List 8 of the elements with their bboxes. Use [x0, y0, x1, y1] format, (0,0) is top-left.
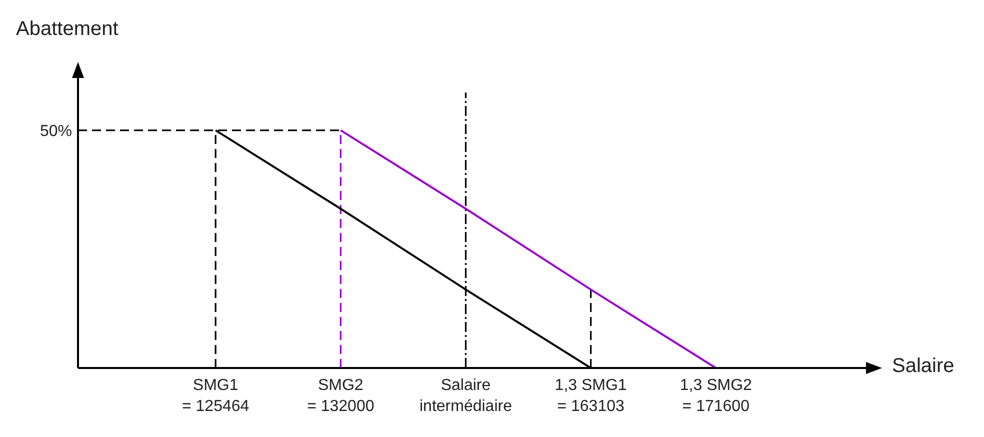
- x-tick-label: 1,3 SMG1 = 163103: [554, 377, 627, 415]
- y-axis-title: Abattement: [16, 18, 118, 41]
- x-tick-label: SMG1 = 125464: [182, 377, 250, 415]
- x-tick-label: SMG2 = 132000: [307, 377, 374, 415]
- x-tick-label: Salaire intermédiaire: [420, 377, 512, 415]
- text: 50%: [40, 122, 72, 140]
- x-axis-title: Salaire: [892, 355, 954, 378]
- x-tick-label: 1,3 SMG2 = 171600: [680, 377, 752, 415]
